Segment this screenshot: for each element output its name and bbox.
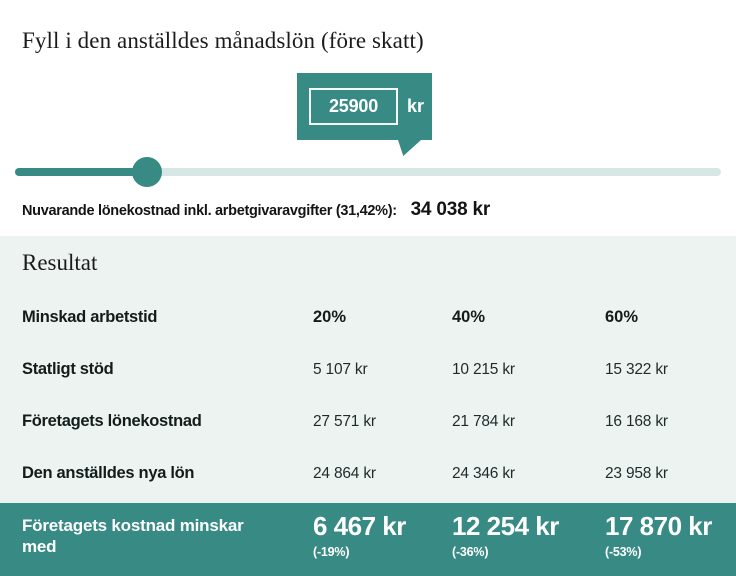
slider-fill: [15, 168, 148, 176]
cell-value: 21 784 kr: [452, 413, 515, 430]
footer-row: Företagets kostnad minskar med 6 467 kr …: [0, 512, 736, 559]
row-label-nya-lon: Den anställdes nya lön: [22, 464, 195, 482]
cell-value: 24 346 kr: [452, 465, 515, 482]
savings-amount: 6 467 kr: [313, 511, 406, 541]
cell-value: 24 864 kr: [313, 465, 376, 482]
table-row: Statligt stöd 5 107 kr 10 215 kr 15 322 …: [0, 360, 736, 379]
salary-input[interactable]: [309, 88, 398, 125]
table-row: Den anställdes nya lön 24 864 kr 24 346 …: [0, 464, 736, 483]
cell-value: 15 322 kr: [605, 361, 668, 378]
current-cost-label: Nuvarande lönekostnad inkl. arbetgivarav…: [22, 203, 397, 219]
page-title: Fyll i den anställdes månadslön (före sk…: [22, 28, 424, 53]
salary-tooltip-bubble: kr: [297, 73, 432, 156]
cell-value: 10 215 kr: [452, 361, 515, 378]
column-header-20: 20%: [313, 308, 347, 326]
savings-percent: (-19%): [313, 544, 350, 559]
footer-cell-20: 6 467 kr (-19%): [313, 512, 452, 559]
savings-amount: 12 254 kr: [452, 511, 559, 541]
salary-slider-track[interactable]: [15, 157, 721, 187]
result-section: Resultat Minskad arbetstid 20% 40% 60% S…: [0, 236, 736, 503]
row-label-statligt-stod: Statligt stöd: [22, 360, 114, 378]
column-header-40: 40%: [452, 308, 486, 326]
footer-label: Företagets kostnad minskar med: [22, 516, 244, 557]
cell-value: 5 107 kr: [313, 361, 368, 378]
table-header-row: Minskad arbetstid 20% 40% 60%: [0, 308, 736, 327]
cell-value: 27 571 kr: [313, 413, 376, 430]
savings-amount: 17 870 kr: [605, 511, 712, 541]
header-row-label: Minskad arbetstid: [22, 308, 158, 326]
footer-cell-60: 17 870 kr (-53%): [605, 512, 736, 559]
current-cost-line: Nuvarande lönekostnad inkl. arbetgivarav…: [22, 199, 490, 221]
slider-handle[interactable]: [132, 157, 163, 187]
savings-footer: Företagets kostnad minskar med 6 467 kr …: [0, 503, 736, 576]
column-header-60: 60%: [605, 308, 639, 326]
savings-percent: (-36%): [452, 544, 489, 559]
footer-cell-40: 12 254 kr (-36%): [452, 512, 605, 559]
row-label-foretagets-lonekostnad: Företagets lönekostnad: [22, 412, 202, 430]
current-cost-value: 34 038 kr: [410, 199, 491, 220]
table-row: Företagets lönekostnad 27 571 kr 21 784 …: [0, 412, 736, 431]
cell-value: 16 168 kr: [605, 413, 668, 430]
tooltip-pointer: [398, 140, 421, 156]
result-heading: Resultat: [22, 250, 98, 275]
cell-value: 23 958 kr: [605, 465, 668, 482]
salary-unit-label: kr: [407, 96, 425, 116]
savings-percent: (-53%): [605, 544, 642, 559]
